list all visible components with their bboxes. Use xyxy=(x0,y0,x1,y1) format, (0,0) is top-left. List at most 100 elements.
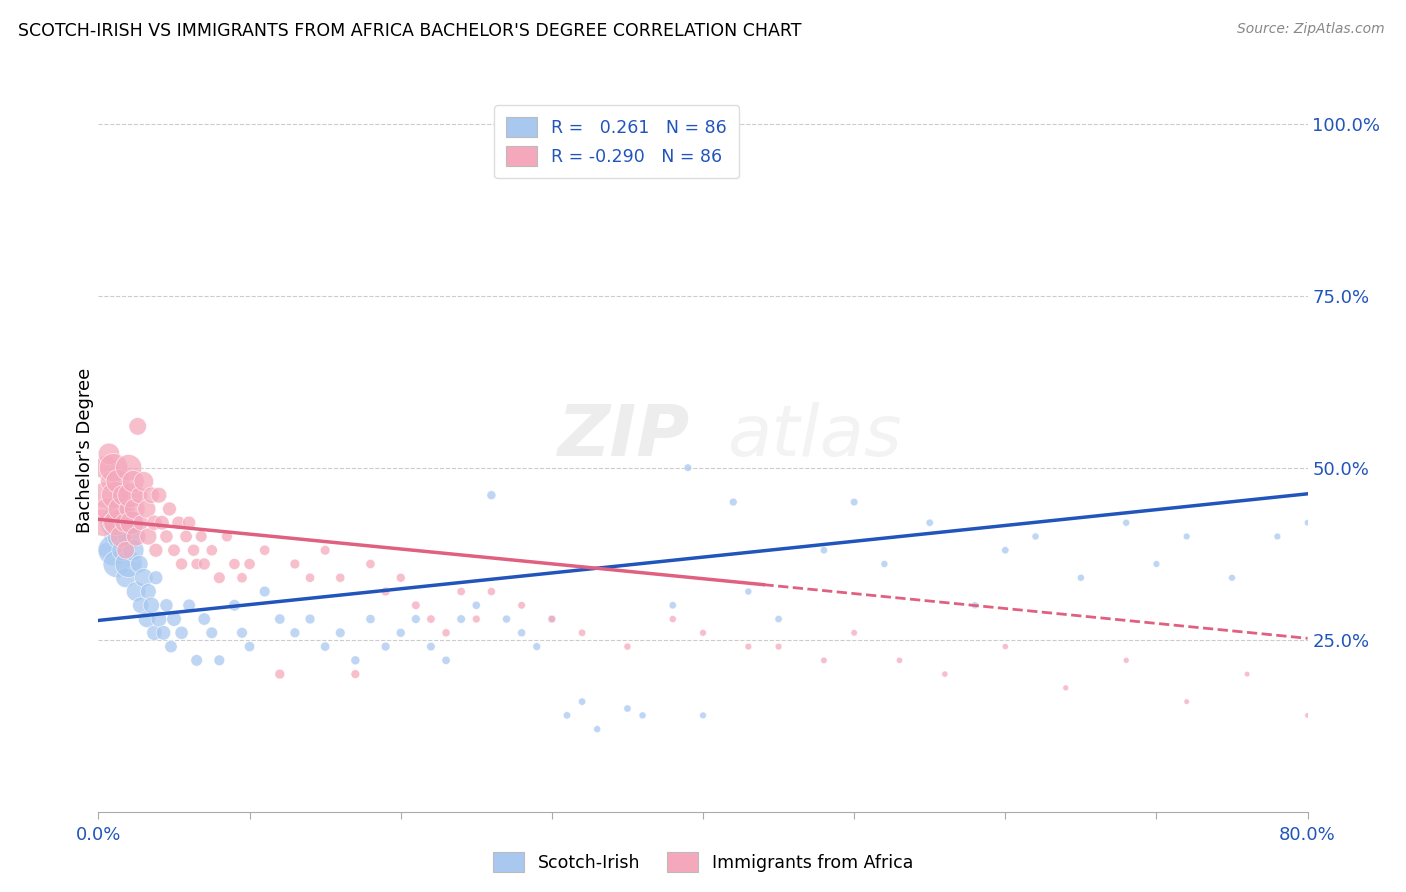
Point xyxy=(314,640,336,654)
Text: atlas: atlas xyxy=(727,401,901,470)
Point xyxy=(174,529,197,543)
Point xyxy=(98,447,121,461)
Point xyxy=(94,543,117,558)
Point xyxy=(148,488,170,502)
Point xyxy=(616,640,638,654)
Point xyxy=(616,701,638,715)
Point xyxy=(269,667,291,681)
Point xyxy=(96,502,118,516)
Point xyxy=(121,516,143,530)
Point xyxy=(434,625,457,640)
Point xyxy=(1144,557,1167,571)
Point xyxy=(737,584,759,599)
Point xyxy=(125,529,148,543)
Point xyxy=(193,612,215,626)
Point xyxy=(1296,516,1319,530)
Point xyxy=(389,625,412,640)
Point xyxy=(1236,667,1258,681)
Point xyxy=(111,543,134,558)
Point xyxy=(120,529,142,543)
Point xyxy=(510,599,533,613)
Point xyxy=(420,640,443,654)
Point xyxy=(360,557,382,571)
Point xyxy=(1115,653,1137,667)
Point xyxy=(344,653,367,667)
Point xyxy=(141,599,163,613)
Point xyxy=(122,475,145,489)
Point xyxy=(571,625,593,640)
Point xyxy=(186,557,208,571)
Point xyxy=(299,612,322,626)
Point xyxy=(1054,681,1077,695)
Point xyxy=(253,584,276,599)
Point xyxy=(889,653,911,667)
Point xyxy=(526,640,548,654)
Point xyxy=(465,612,488,626)
Point xyxy=(93,488,115,502)
Point xyxy=(239,557,262,571)
Point xyxy=(143,516,166,530)
Point xyxy=(121,516,143,530)
Point xyxy=(201,625,224,640)
Point xyxy=(405,599,427,613)
Point xyxy=(201,543,224,558)
Point xyxy=(555,708,578,723)
Point xyxy=(450,584,472,599)
Point xyxy=(1070,571,1092,585)
Point xyxy=(124,502,146,516)
Text: ZIP: ZIP xyxy=(558,401,690,470)
Point xyxy=(253,543,276,558)
Point xyxy=(918,516,941,530)
Point xyxy=(231,625,253,640)
Point xyxy=(374,640,396,654)
Point xyxy=(405,612,427,626)
Point xyxy=(723,495,745,509)
Point xyxy=(141,488,163,502)
Point xyxy=(115,502,138,516)
Legend: R =   0.261   N = 86, R = -0.290   N = 86: R = 0.261 N = 86, R = -0.290 N = 86 xyxy=(494,105,740,178)
Point xyxy=(571,695,593,709)
Point xyxy=(495,612,517,626)
Text: Source: ZipAtlas.com: Source: ZipAtlas.com xyxy=(1237,22,1385,37)
Point xyxy=(120,488,142,502)
Point xyxy=(155,529,177,543)
Point xyxy=(160,640,183,654)
Legend: Scotch-Irish, Immigrants from Africa: Scotch-Irish, Immigrants from Africa xyxy=(486,845,920,879)
Point xyxy=(344,667,367,681)
Point xyxy=(208,653,231,667)
Point xyxy=(661,599,683,613)
Point xyxy=(170,625,193,640)
Point xyxy=(1267,529,1289,543)
Point xyxy=(481,488,503,502)
Point xyxy=(183,543,205,558)
Point xyxy=(1115,516,1137,530)
Point xyxy=(110,502,132,516)
Point xyxy=(190,529,212,543)
Point xyxy=(105,516,128,530)
Point xyxy=(873,557,896,571)
Point xyxy=(450,612,472,626)
Point xyxy=(208,571,231,585)
Point xyxy=(150,516,173,530)
Point xyxy=(100,529,122,543)
Point xyxy=(108,502,131,516)
Point xyxy=(737,640,759,654)
Point xyxy=(98,516,121,530)
Point xyxy=(107,475,129,489)
Point xyxy=(143,625,166,640)
Point xyxy=(118,557,141,571)
Point xyxy=(179,516,201,530)
Point xyxy=(132,571,155,585)
Point xyxy=(284,625,307,640)
Point xyxy=(1175,529,1198,543)
Point xyxy=(112,516,135,530)
Point xyxy=(314,543,336,558)
Point xyxy=(135,612,157,626)
Point xyxy=(1175,695,1198,709)
Point xyxy=(434,653,457,667)
Point xyxy=(284,557,307,571)
Point xyxy=(768,612,790,626)
Text: SCOTCH-IRISH VS IMMIGRANTS FROM AFRICA BACHELOR'S DEGREE CORRELATION CHART: SCOTCH-IRISH VS IMMIGRANTS FROM AFRICA B… xyxy=(18,22,801,40)
Point xyxy=(127,419,149,434)
Point xyxy=(118,460,141,475)
